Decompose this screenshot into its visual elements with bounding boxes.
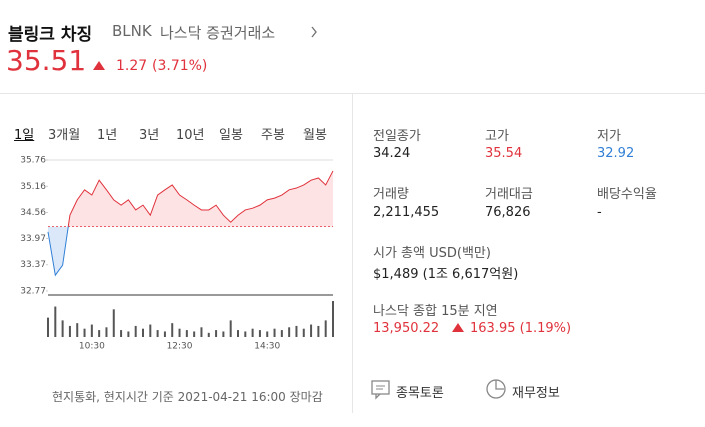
volume-bar — [163, 331, 166, 337]
stat-label: 거래량 — [373, 187, 409, 202]
volume-bar — [258, 330, 261, 337]
index-label: 나스닥 종합 15분 지연 — [373, 304, 498, 319]
ticker[interactable]: BLNK — [112, 22, 152, 40]
finance-icon[interactable] — [485, 378, 507, 400]
stat-label: 배당수익율 — [597, 187, 657, 202]
stat-label: 시가 총액 USD(백만) — [373, 246, 491, 261]
intraday-chart: 32.77 33.37 33.97 34.56 35.16 35.76 10:30 12:30… — [20, 156, 334, 352]
stat-value: 76,826 — [485, 205, 531, 220]
volume-bar — [332, 301, 334, 337]
stat-value: 35.54 — [485, 146, 523, 161]
exchange[interactable]: 나스닥 증권거래소 — [160, 24, 276, 42]
y-tick-label: 35.76 — [20, 156, 46, 166]
volume-bar — [324, 320, 327, 337]
stat-value: $1,489 (1조 6,617억원) — [373, 267, 519, 282]
price: 35.51 — [6, 44, 87, 77]
volume-bar — [54, 306, 57, 337]
finance-button[interactable]: 재무정보 — [512, 386, 560, 401]
chevron — [311, 26, 317, 38]
stat-value: 2,211,455 — [373, 205, 440, 220]
period-tab[interactable]: 일봉 — [219, 128, 243, 143]
volume-bar — [251, 328, 254, 337]
volume-bar — [200, 327, 203, 337]
volume-bar — [149, 324, 152, 337]
volume-bar — [266, 331, 269, 337]
volume-bar — [61, 320, 64, 337]
period-tab[interactable]: 주봉 — [261, 128, 285, 143]
volume-bar — [142, 328, 144, 337]
volume-bar — [127, 331, 130, 337]
volume-bar — [185, 330, 188, 337]
stat-value: 32.92 — [597, 146, 635, 161]
volume-bar — [156, 330, 159, 337]
up-arrow — [452, 323, 464, 332]
volume-bar — [76, 323, 79, 337]
footnote: 현지통화, 현지시간 기준 2021-04-21 16:00 장마감 — [52, 390, 323, 404]
y-tick-label: 35.16 — [20, 182, 46, 192]
area-down — [48, 226, 69, 276]
volume-bar — [295, 325, 298, 337]
volume-bar — [120, 330, 123, 337]
volume-bar — [178, 328, 181, 337]
y-tick-label: 33.97 — [20, 234, 46, 244]
y-tick-label: 34.56 — [20, 208, 46, 218]
volume-bar — [112, 309, 115, 337]
stat-label: 거래대금 — [485, 187, 533, 202]
volume-bar — [171, 323, 174, 337]
discussion-icon[interactable] — [370, 378, 392, 400]
y-tick-label: 33.37 — [20, 260, 46, 270]
volume-bar — [134, 325, 137, 337]
period-tab[interactable]: 3년 — [139, 128, 160, 143]
change: 1.27 — [116, 58, 148, 74]
discussion-button[interactable]: 종목토론 — [396, 386, 444, 401]
x-tick-label: 12:30 — [167, 342, 193, 352]
volume-bar — [244, 331, 247, 337]
volume-bar — [273, 328, 276, 337]
volume-bar — [68, 325, 71, 337]
y-tick-label: 32.77 — [20, 287, 46, 297]
x-tick-label: 10:30 — [79, 342, 105, 352]
stat-label: 저가 — [597, 129, 621, 144]
area-up — [48, 170, 333, 227]
volume-bar — [98, 330, 101, 337]
period-tab[interactable]: 월봉 — [303, 128, 327, 143]
period-tab[interactable]: 1일 — [14, 128, 35, 143]
volume-bar — [302, 328, 305, 337]
volume-bar — [222, 331, 225, 337]
volume-bar — [237, 330, 239, 337]
index-change: 163.95 (1.19%) — [470, 321, 572, 336]
stat-label: 전일종가 — [373, 129, 421, 144]
volume-bar — [90, 324, 93, 337]
volume-bar — [105, 327, 108, 337]
volume-bar — [47, 317, 49, 337]
volume-bar — [229, 320, 232, 337]
change-pct: (3.71%) — [152, 58, 208, 74]
divider — [352, 93, 353, 413]
stock-name[interactable]: 블링크 차징 — [8, 25, 93, 45]
stat-value: 34.24 — [373, 146, 411, 161]
volume-bar — [83, 328, 86, 337]
volume-bar — [317, 325, 320, 337]
index-value: 13,950.22 — [373, 321, 440, 336]
volume-bar — [310, 324, 313, 337]
stat-label: 고가 — [485, 129, 509, 144]
stat-value: - — [597, 205, 602, 220]
volume-bar — [288, 327, 291, 337]
period-tab[interactable]: 1년 — [97, 128, 118, 143]
period-tab[interactable]: 10년 — [176, 128, 205, 143]
period-tab[interactable]: 3개월 — [48, 128, 81, 143]
volume-bar — [207, 332, 210, 337]
volume-bar — [280, 330, 283, 337]
up-arrow — [93, 61, 105, 70]
x-tick-label: 14:30 — [254, 342, 280, 352]
volume-bar — [215, 330, 218, 337]
price-line — [67, 170, 334, 227]
volume-bar — [193, 331, 196, 337]
